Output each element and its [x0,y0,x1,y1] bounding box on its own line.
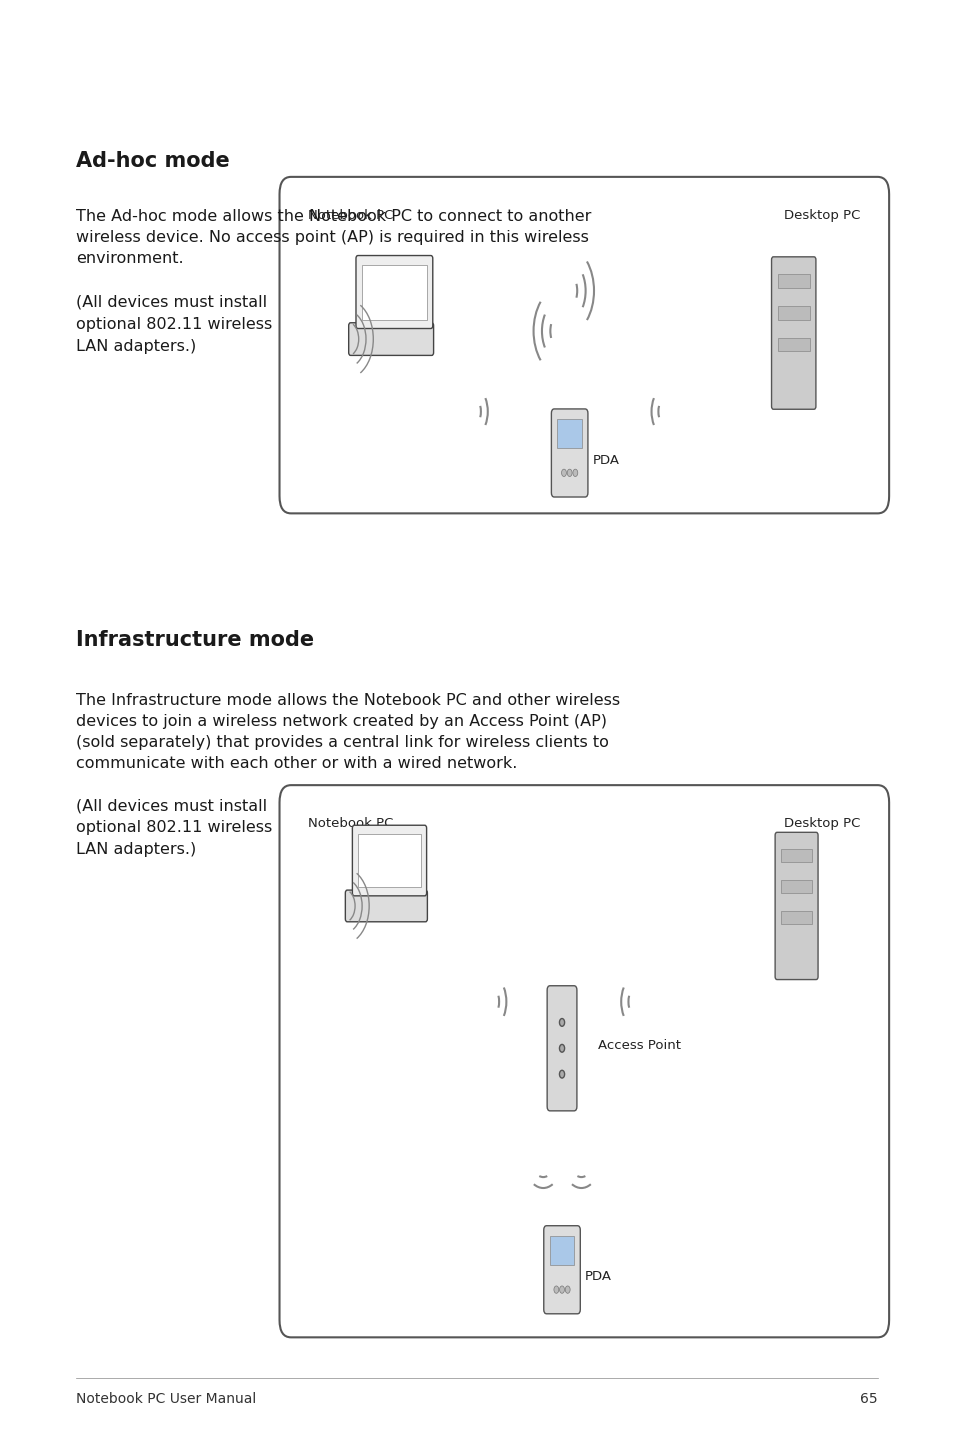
Bar [357,834,420,887]
FancyBboxPatch shape [349,322,433,355]
Text: Access Point: Access Point [598,1038,680,1053]
Circle shape [573,469,578,476]
Text: (All devices must install
optional 802.11 wireless
LAN adapters.): (All devices must install optional 802.1… [76,295,273,354]
Bar [549,1237,574,1265]
Circle shape [565,1286,570,1293]
Circle shape [558,1070,564,1078]
Text: Notebook PC: Notebook PC [308,209,393,221]
FancyBboxPatch shape [345,890,427,922]
Text: Ad-hoc mode: Ad-hoc mode [76,151,230,171]
Bar [361,265,426,319]
Text: Infrastructure mode: Infrastructure mode [76,630,314,650]
Text: Desktop PC: Desktop PC [783,817,860,830]
FancyBboxPatch shape [774,833,818,979]
FancyBboxPatch shape [547,986,577,1110]
Text: PDA: PDA [584,1270,611,1284]
Bar [777,338,809,351]
Circle shape [567,469,572,476]
Text: 65: 65 [860,1392,877,1406]
Bar [781,910,811,923]
FancyBboxPatch shape [352,825,426,896]
Circle shape [558,1044,564,1053]
Text: The Infrastructure mode allows the Notebook PC and other wireless
devices to joi: The Infrastructure mode allows the Noteb… [76,693,619,771]
Bar [777,275,809,288]
Circle shape [561,469,566,476]
Text: Notebook PC User Manual: Notebook PC User Manual [76,1392,256,1406]
FancyBboxPatch shape [355,256,433,328]
Bar [781,880,811,893]
FancyBboxPatch shape [279,785,888,1337]
Text: Notebook PC: Notebook PC [308,817,393,830]
FancyBboxPatch shape [543,1225,579,1314]
FancyBboxPatch shape [279,177,888,513]
Text: PDA: PDA [592,453,618,467]
Text: Desktop PC: Desktop PC [783,209,860,221]
Text: The Ad-hoc mode allows the Notebook PC to connect to another
wireless device. No: The Ad-hoc mode allows the Notebook PC t… [76,209,591,266]
FancyBboxPatch shape [771,257,815,410]
Bar [777,306,809,319]
Bar [781,850,811,863]
Circle shape [559,1286,564,1293]
Circle shape [554,1286,558,1293]
Bar [557,420,581,449]
FancyBboxPatch shape [551,408,587,498]
Circle shape [558,1018,564,1027]
Text: (All devices must install
optional 802.11 wireless
LAN adapters.): (All devices must install optional 802.1… [76,798,273,857]
